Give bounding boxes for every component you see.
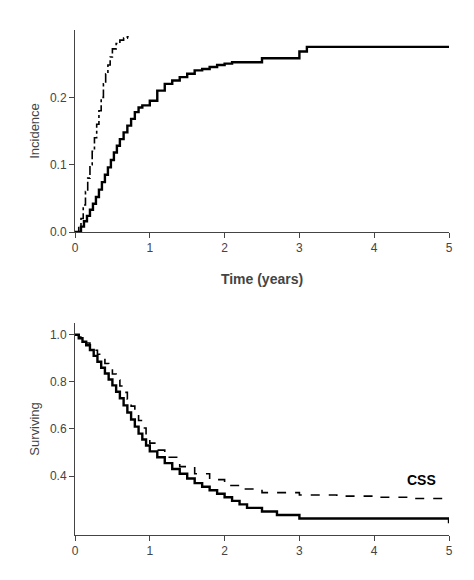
svg-text:0: 0 [72,241,79,255]
svg-text:CSS: CSS [407,472,436,488]
svg-text:4: 4 [371,241,378,255]
svg-text:0.0: 0.0 [50,225,67,239]
svg-text:0.2: 0.2 [50,91,67,105]
svg-text:5: 5 [446,241,453,255]
svg-text:1.0: 1.0 [50,328,67,342]
svg-text:0.6: 0.6 [50,422,67,436]
svg-text:Surviving: Surviving [27,402,42,455]
svg-text:0.8: 0.8 [50,375,67,389]
svg-text:2: 2 [221,241,228,255]
svg-text:4: 4 [371,544,378,558]
svg-text:0: 0 [72,544,79,558]
svg-text:0.1: 0.1 [50,158,67,172]
svg-text:3: 3 [296,241,303,255]
svg-text:3: 3 [296,544,303,558]
svg-text:Time (years): Time (years) [221,271,303,287]
svg-text:0.4: 0.4 [50,469,67,483]
svg-text:1: 1 [146,241,153,255]
svg-text:5: 5 [446,544,453,558]
svg-text:1: 1 [146,544,153,558]
svg-text:Incidence: Incidence [27,103,42,159]
svg-text:2: 2 [221,544,228,558]
